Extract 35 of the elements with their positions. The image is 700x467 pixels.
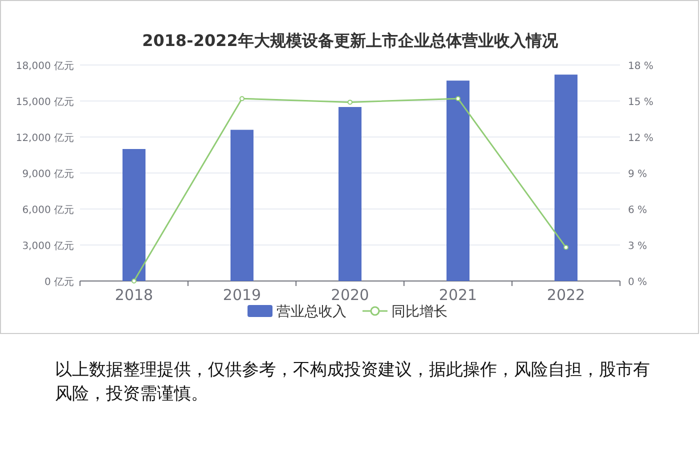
legend-营业总收入: 营业总收入	[248, 304, 346, 320]
y2-tick-label: 12 %	[628, 133, 654, 144]
legend-label: 同比增长	[392, 304, 448, 320]
y2-tick-label: 9 %	[628, 169, 648, 180]
bar	[338, 107, 362, 281]
bar	[122, 149, 146, 281]
y-tick-label: 9,000 亿元	[22, 169, 74, 180]
y-tick-label: 3,000 亿元	[22, 241, 74, 252]
text: 以上数据整理提供，仅供参考，不构成投资建议，据此操作，风险自担，股市有风险，投资需谨慎。	[55, 359, 651, 406]
y-tick-label: 18,000 亿元	[16, 61, 74, 72]
y2-tick-label: 3 %	[628, 241, 648, 252]
x-tick-label: 2020	[330, 286, 370, 304]
y-tick-label: 15,000 亿元	[16, 97, 74, 108]
legend-label: 营业总收入	[276, 304, 346, 320]
y-tick-label: 0 亿元	[44, 277, 74, 288]
y2-tick-label: 0 %	[628, 277, 648, 288]
x-tick-label: 2018	[114, 286, 154, 304]
point	[348, 100, 352, 105]
y-tick-label: 12,000 亿元	[16, 133, 74, 144]
x-tick-label: 2022	[546, 286, 586, 304]
y-tick-label: 6,000 亿元	[22, 205, 74, 216]
x-tick-label: 2021	[438, 286, 478, 304]
chart-title: 2018-2022年大规模设备更新上市企业总体营业收入情况	[142, 31, 559, 50]
bar	[230, 130, 254, 281]
bar	[446, 80, 470, 281]
point	[456, 96, 460, 102]
legend-同比增长: 同比增长	[362, 304, 448, 320]
y2-tick-label: 6 %	[628, 205, 648, 216]
y2-tick-label: 15 %	[628, 97, 654, 108]
point	[240, 96, 244, 102]
point	[132, 278, 136, 284]
bar	[554, 74, 578, 281]
point	[564, 244, 568, 250]
y2-tick-label: 18 %	[628, 61, 654, 72]
x-tick-label: 2019	[222, 286, 262, 304]
